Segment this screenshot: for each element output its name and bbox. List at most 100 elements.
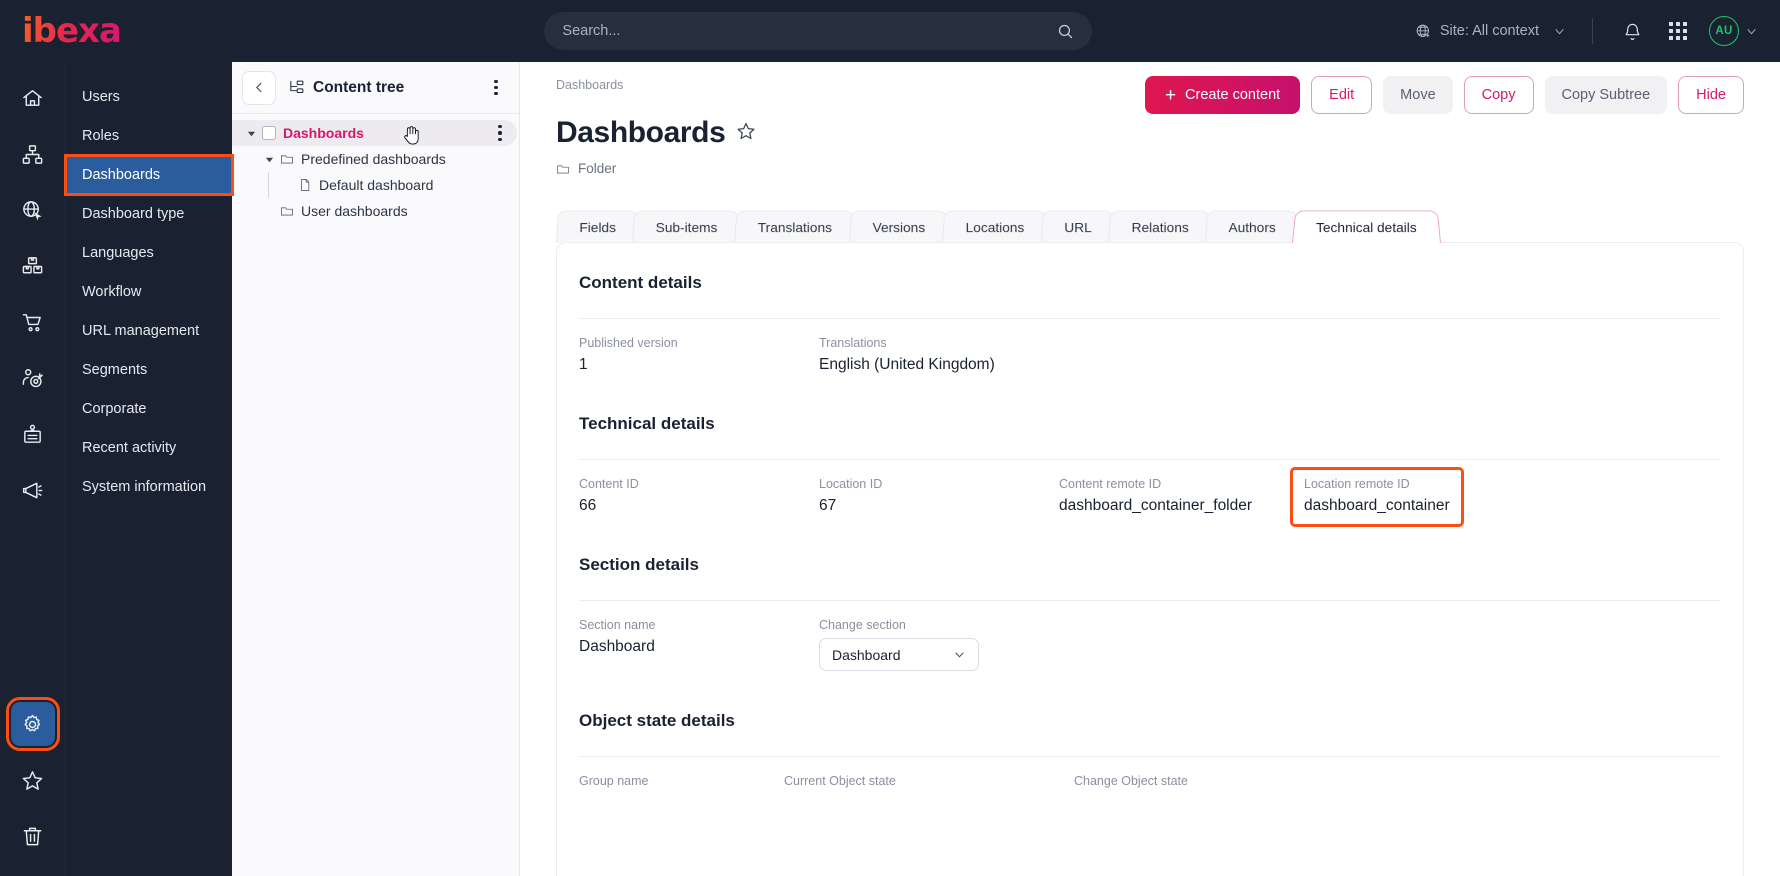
sidebar-item-url-management[interactable]: URL management (66, 312, 232, 350)
sidebar-item-dashboard-type[interactable]: Dashboard type (66, 195, 232, 233)
tree-node-dashboards[interactable]: Dashboards (232, 120, 517, 146)
site-context-selector[interactable]: Site: All context (1405, 17, 1576, 46)
rail-item-campaigns[interactable] (11, 468, 55, 512)
column-header-group-name: Group name (579, 774, 649, 788)
field-value: 1 (579, 356, 588, 373)
rail-item-orders[interactable] (11, 300, 55, 344)
sidebar-item-recent-activity[interactable]: Recent activity (66, 429, 232, 467)
search-placeholder: Search... (562, 23, 621, 39)
tree-node-menu-button[interactable] (491, 121, 509, 145)
hide-button[interactable]: Hide (1678, 76, 1744, 114)
tab-bar: Fields Sub-items Translations Versions L… (556, 207, 1780, 243)
create-content-button[interactable]: + Create content (1144, 76, 1301, 114)
tree-guide-line (268, 172, 269, 198)
tree-node-label: Default dashboard (319, 177, 434, 193)
star-icon (22, 770, 43, 790)
sidebar-item-system-information[interactable]: System information (66, 468, 232, 506)
tree-node-default-dashboard[interactable]: Default dashboard (232, 172, 519, 198)
copy-button[interactable]: Copy (1463, 76, 1534, 114)
tab-url[interactable]: URL (1040, 210, 1115, 243)
rail-item-site-management[interactable] (11, 188, 55, 232)
copy-subtree-button[interactable]: Copy Subtree (1544, 76, 1668, 114)
caret-down-icon (247, 131, 255, 136)
button-label: Move (1400, 87, 1436, 103)
tab-authors[interactable]: Authors (1205, 210, 1300, 243)
icon-rail (0, 62, 66, 876)
sidebar-item-workflow[interactable]: Workflow (66, 273, 232, 311)
field-content-id: Content ID 66 (579, 477, 819, 515)
caret-down-icon (265, 157, 273, 162)
tree-node-user-dashboards[interactable]: User dashboards (232, 198, 519, 224)
rail-item-home[interactable] (11, 76, 55, 120)
body: Users Roles Dashboards Dashboard type La… (0, 62, 1780, 876)
search-input[interactable]: Search... (544, 12, 1093, 50)
tab-technical-details[interactable]: Technical details (1292, 210, 1442, 243)
logo[interactable]: ibexa (0, 14, 232, 48)
search-area: Search... (232, 12, 1405, 50)
badge-icon (24, 424, 41, 443)
collapse-tree-button[interactable] (242, 70, 276, 105)
sidebar-item-languages[interactable]: Languages (66, 234, 232, 272)
rail-item-content-structure[interactable] (11, 132, 55, 176)
divider (579, 600, 1721, 601)
sidebar-item-label: URL management (82, 323, 200, 339)
tab-relations[interactable]: Relations (1107, 210, 1213, 243)
edit-button[interactable]: Edit (1311, 76, 1373, 114)
boxes-icon (22, 256, 43, 273)
sidebar-item-roles[interactable]: Roles (66, 117, 232, 155)
field-value: dashboard_container (1304, 497, 1450, 514)
tab-versions[interactable]: Versions (849, 210, 949, 243)
move-button[interactable]: Move (1383, 76, 1453, 114)
tree-icon (290, 80, 304, 93)
tree-panel-menu-button[interactable] (485, 75, 507, 101)
tab-fields[interactable]: Fields (556, 210, 640, 243)
field-location-remote-id: Location remote ID dashboard_container (1290, 467, 1464, 527)
tab-label: Fields (579, 219, 616, 235)
apps-grid-button[interactable] (1661, 14, 1695, 48)
admin-sidebar: Users Roles Dashboards Dashboard type La… (64, 62, 234, 876)
breadcrumb[interactable]: Dashboards (556, 78, 624, 92)
sidebar-item-segments[interactable]: Segments (66, 351, 232, 389)
sidebar-item-label: Recent activity (82, 440, 177, 456)
tree-node-label: Predefined dashboards (301, 151, 446, 167)
rail-item-customers[interactable] (11, 412, 55, 456)
content-tree-header: Content tree (232, 62, 519, 114)
sidebar-item-dashboards[interactable]: Dashboards (64, 154, 234, 196)
expand-toggle[interactable] (244, 129, 258, 138)
rail-item-trash[interactable] (11, 814, 55, 858)
page-title: Dashboards (556, 116, 726, 149)
node-checkbox[interactable] (262, 126, 276, 140)
button-label: Copy Subtree (1561, 87, 1651, 103)
tab-sub-items[interactable]: Sub-items (632, 210, 742, 243)
change-section-select[interactable]: Dashboard (819, 638, 979, 671)
logo-text: ibexa (22, 11, 122, 51)
rail-item-products[interactable] (11, 244, 55, 288)
sidebar-item-corporate[interactable]: Corporate (66, 390, 232, 428)
rail-item-personalization[interactable] (11, 356, 55, 400)
expand-toggle[interactable] (262, 155, 276, 164)
folder-icon (281, 207, 293, 216)
field-value: dashboard_container_folder (1059, 497, 1253, 514)
top-bar-right: Site: All context AU (1405, 14, 1780, 48)
field-value: 67 (819, 497, 837, 514)
tab-locations[interactable]: Locations (941, 210, 1048, 243)
field-label: Location remote ID (1304, 477, 1410, 491)
tab-label: Locations (965, 219, 1025, 235)
notifications-button[interactable] (1615, 14, 1649, 48)
rail-item-admin[interactable] (5, 697, 60, 751)
tab-label: Versions (872, 219, 926, 235)
hand-cursor-icon (404, 126, 419, 145)
user-menu[interactable]: AU (1709, 16, 1758, 46)
page-title-row: Dashboards (556, 116, 1744, 150)
plus-icon: + (1164, 84, 1177, 106)
search-icon (1059, 24, 1073, 38)
tree-node-predefined-dashboards[interactable]: Predefined dashboards (232, 146, 519, 172)
sidebar-item-users[interactable]: Users (66, 78, 232, 116)
select-value: Dashboard (832, 646, 901, 663)
rail-item-bookmarks[interactable] (11, 758, 55, 802)
tab-label: Technical details (1316, 219, 1418, 235)
tab-translations[interactable]: Translations (734, 210, 857, 243)
bookmark-button[interactable] (736, 121, 756, 146)
grid-icon (1669, 22, 1687, 40)
folder-icon (281, 155, 293, 164)
